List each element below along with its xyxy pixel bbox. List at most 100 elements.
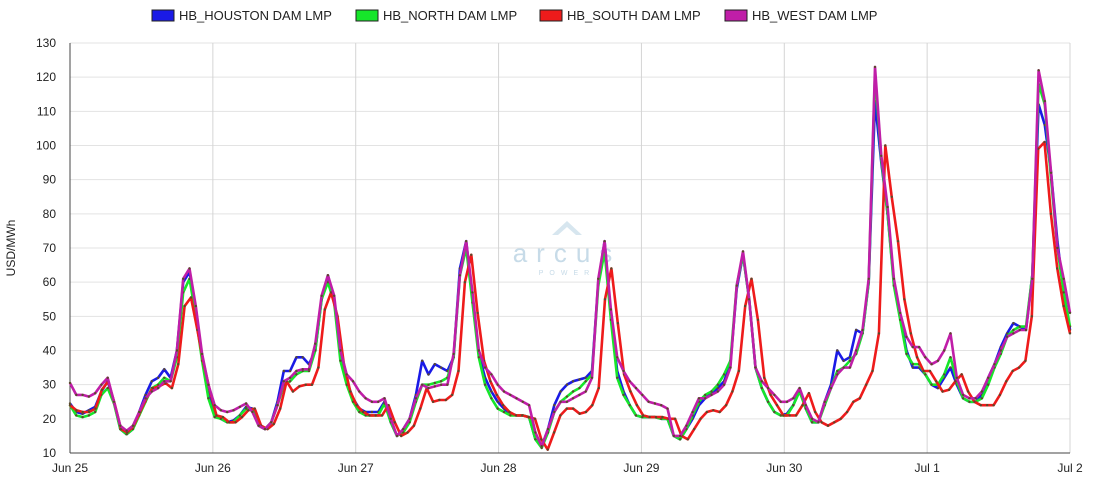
data-point [301, 356, 304, 359]
data-point [794, 414, 798, 417]
data-point [1037, 147, 1040, 151]
data-point [221, 415, 225, 419]
legend-item[interactable]: HB_NORTH DAM LMP [355, 8, 517, 23]
data-point [836, 369, 839, 373]
data-point [571, 380, 575, 383]
data-point [616, 376, 619, 379]
data-point [156, 386, 160, 390]
data-point [826, 424, 830, 427]
data-point [310, 383, 314, 386]
data-point [298, 385, 301, 388]
data-point [673, 417, 677, 420]
legend-item[interactable]: HB_WEST DAM LMP [724, 8, 877, 23]
x-tick-label: Jun 28 [481, 461, 517, 475]
data-point [915, 356, 919, 359]
data-point [968, 400, 971, 403]
data-point [571, 390, 575, 393]
data-point [75, 393, 78, 397]
data-point [553, 404, 556, 407]
legend-swatch [151, 9, 175, 22]
data-point [773, 393, 776, 397]
data-point [697, 397, 701, 400]
data-point [355, 404, 358, 407]
data-point [968, 397, 971, 400]
legend-item[interactable]: HB_HOUSTON DAM LMP [151, 8, 332, 23]
data-point [483, 366, 487, 369]
data-point [483, 383, 487, 386]
series-group [68, 65, 1072, 448]
data-point [345, 373, 348, 376]
data-point [364, 397, 367, 400]
data-point [219, 409, 223, 412]
data-point [1056, 267, 1059, 270]
data-point [763, 376, 766, 379]
data-point [326, 274, 330, 277]
data-point [207, 383, 210, 386]
legend-label: HB_NORTH DAM LMP [383, 8, 517, 23]
data-point [823, 400, 826, 403]
data-point [87, 395, 91, 398]
data-point [766, 386, 770, 390]
data-point [433, 385, 436, 388]
data-point [240, 415, 244, 419]
legend-item[interactable]: HB_SOUTH DAM LMP [539, 8, 701, 23]
data-point [559, 400, 562, 403]
data-point [1005, 332, 1009, 335]
data-point [699, 417, 702, 420]
data-point [138, 410, 141, 414]
data-point [584, 390, 587, 393]
data-point [693, 427, 696, 431]
data-point [731, 390, 734, 393]
data-point [741, 250, 745, 253]
y-tick-label: 70 [43, 241, 57, 255]
data-point [653, 402, 657, 405]
data-point [188, 267, 191, 270]
watermark-chevron-icon [552, 221, 582, 235]
legend-swatch [539, 9, 563, 22]
data-point [276, 404, 279, 407]
data-point [660, 404, 663, 407]
data-point [427, 383, 430, 386]
data-point [911, 345, 914, 349]
data-point [402, 427, 405, 431]
data-point [880, 154, 883, 157]
data-point [546, 427, 550, 431]
data-point [150, 390, 153, 393]
x-tick-label: Jun 30 [766, 461, 802, 475]
x-tick-label: Jun 27 [338, 461, 374, 475]
data-point [928, 369, 932, 373]
data-point [301, 368, 304, 371]
data-point [514, 414, 518, 417]
data-point [182, 277, 185, 280]
legend-label: HB_SOUTH DAM LMP [567, 8, 701, 23]
data-point [228, 421, 231, 424]
data-point [724, 404, 728, 407]
data-point [288, 380, 292, 383]
data-point [829, 386, 833, 390]
data-point [858, 397, 861, 400]
data-point [572, 407, 575, 410]
data-point [502, 410, 506, 414]
legend-swatch [355, 9, 379, 22]
data-point [374, 414, 377, 417]
data-point [647, 400, 650, 403]
data-point [716, 390, 719, 393]
data-point [87, 410, 91, 414]
data-point [955, 376, 958, 379]
data-point [421, 383, 424, 386]
data-point [427, 373, 430, 376]
data-point [361, 410, 365, 414]
data-point [597, 277, 600, 280]
data-point [974, 397, 977, 400]
data-point [1024, 328, 1028, 332]
data-point [238, 414, 241, 417]
data-point [521, 400, 524, 403]
data-point [845, 410, 849, 414]
data-point [754, 366, 757, 369]
data-point [68, 381, 72, 385]
data-point [170, 386, 174, 390]
data-point [635, 404, 639, 407]
data-point [470, 253, 473, 256]
x-tick-label: Jul 2 [1057, 461, 1083, 475]
data-point [616, 356, 619, 359]
